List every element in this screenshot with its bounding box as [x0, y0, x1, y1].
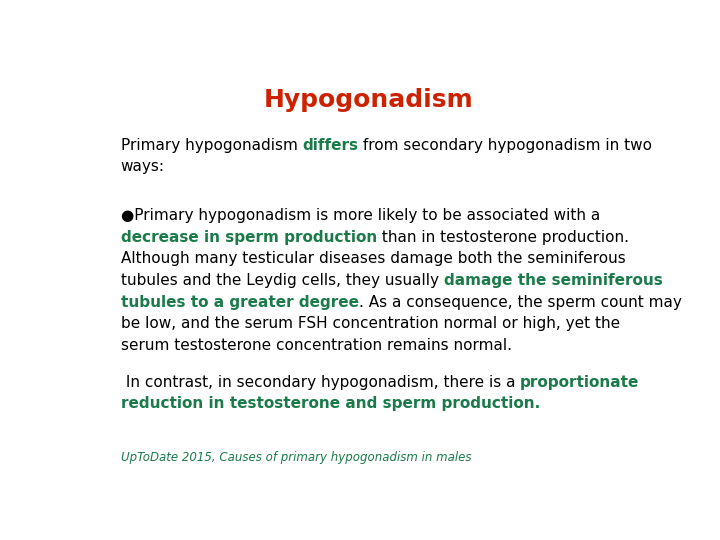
- Text: . As a consequence, the sperm count may: . As a consequence, the sperm count may: [359, 295, 682, 310]
- Text: Although many testicular diseases damage both the seminiferous: Although many testicular diseases damage…: [121, 252, 626, 267]
- Text: ways:: ways:: [121, 159, 165, 174]
- Text: UpToDate 2015, Causes of primary hypogonadism in males: UpToDate 2015, Causes of primary hypogon…: [121, 451, 471, 464]
- Text: damage the seminiferous: damage the seminiferous: [444, 273, 662, 288]
- Text: decrease in sperm production: decrease in sperm production: [121, 230, 377, 245]
- Text: differs: differs: [302, 138, 359, 153]
- Text: reduction in testosterone and sperm production.: reduction in testosterone and sperm prod…: [121, 396, 540, 411]
- Text: Primary hypogonadism: Primary hypogonadism: [121, 138, 302, 153]
- Text: In contrast, in secondary hypogonadism, there is a: In contrast, in secondary hypogonadism, …: [121, 375, 520, 389]
- Text: tubules and the Leydig cells, they usually: tubules and the Leydig cells, they usual…: [121, 273, 444, 288]
- Text: than in testosterone production.: than in testosterone production.: [377, 230, 629, 245]
- Text: from secondary hypogonadism in two: from secondary hypogonadism in two: [359, 138, 652, 153]
- Text: ●Primary hypogonadism is more likely to be associated with a: ●Primary hypogonadism is more likely to …: [121, 208, 600, 223]
- Text: proportionate: proportionate: [520, 375, 639, 389]
- Text: tubules to a greater degree: tubules to a greater degree: [121, 295, 359, 310]
- Text: Hypogonadism: Hypogonadism: [264, 87, 474, 112]
- Text: be low, and the serum FSH concentration normal or high, yet the: be low, and the serum FSH concentration …: [121, 316, 620, 332]
- Text: serum testosterone concentration remains normal.: serum testosterone concentration remains…: [121, 338, 512, 353]
